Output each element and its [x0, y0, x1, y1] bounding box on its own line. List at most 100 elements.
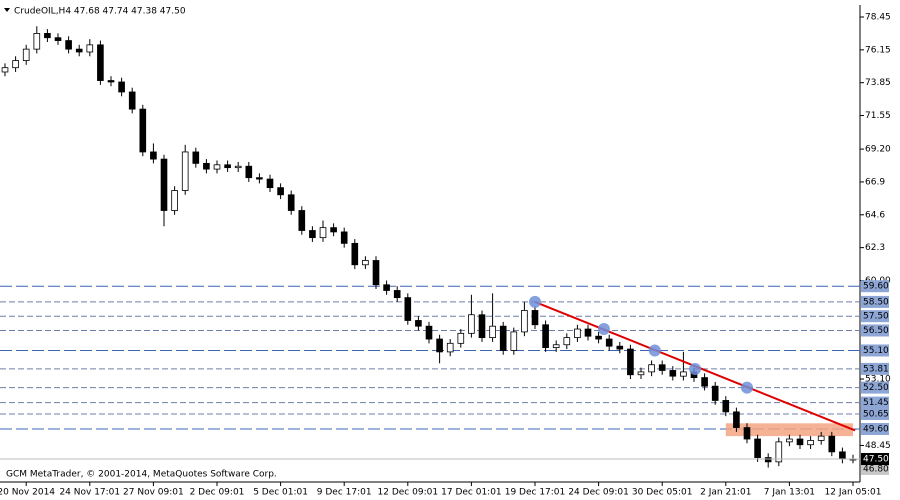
candle-body	[499, 325, 507, 351]
x-tick-label: 27 Nov 09:01	[123, 488, 184, 498]
touch-marker	[597, 323, 610, 336]
level-label-box	[861, 362, 889, 375]
candle-body	[658, 364, 666, 371]
candle-body	[383, 284, 390, 291]
x-tick-label: 12 Jan 05:01	[825, 488, 882, 498]
x-tick-label: 19 Dec 17:01	[505, 488, 566, 498]
candle-body	[595, 335, 602, 340]
candle-body	[340, 231, 348, 244]
candle-body	[192, 151, 200, 164]
level-label: 52.50	[863, 383, 889, 393]
y-tick-label: 62.3	[865, 243, 885, 253]
candle-body	[478, 314, 486, 339]
candle-body	[637, 371, 645, 376]
level-label: 55.10	[863, 346, 889, 356]
candle-body	[616, 345, 624, 350]
candle-body	[171, 190, 178, 211]
x-tick-label: 9 Dec 17:01	[317, 488, 372, 498]
x-tick-label: 2 Jan 21:01	[700, 488, 751, 498]
candle-body	[65, 40, 72, 50]
candle-body	[97, 44, 104, 81]
chart-title: CrudeOIL,H4 47.68 47.74 47.38 47.50	[14, 7, 186, 17]
y-tick-label: 71.55	[865, 111, 891, 121]
candle-body	[128, 91, 136, 110]
candle-body	[552, 344, 560, 349]
candle-body	[722, 400, 730, 413]
candle-body	[309, 230, 316, 239]
level-label-box	[861, 396, 889, 409]
level-label-box	[861, 463, 889, 476]
candle-body	[118, 81, 125, 93]
level-label: 53.81	[863, 364, 889, 374]
candle-body	[775, 441, 783, 463]
candle-body	[203, 162, 210, 170]
candle-body	[701, 377, 708, 387]
candle-body	[298, 210, 306, 231]
candle-body	[287, 194, 295, 211]
candle-body	[12, 60, 19, 69]
candle-body	[86, 44, 94, 53]
candle-body	[404, 297, 412, 321]
touch-marker	[741, 381, 753, 394]
candle-body	[277, 187, 284, 196]
candle-body	[75, 48, 83, 53]
candle-body	[648, 364, 655, 373]
copyright: GCM MetaTrader, © 2001-2014, MetaQuotes …	[6, 470, 277, 480]
level-label-box	[861, 310, 889, 323]
candle-body	[107, 80, 115, 83]
y-tick-label: 48.45	[865, 441, 891, 451]
current-price-label: 47.50	[863, 455, 889, 465]
x-tick-label: 5 Dec 01:01	[253, 488, 308, 498]
candle-body	[330, 227, 337, 233]
level-label: 57.50	[863, 312, 889, 322]
candle-body	[425, 325, 433, 340]
candle-body	[22, 48, 30, 61]
level-label-box	[861, 280, 889, 293]
candle-body	[817, 435, 825, 441]
candle-body	[139, 108, 147, 153]
level-label-box	[861, 324, 889, 337]
candle-body	[256, 177, 263, 180]
touch-marker	[529, 295, 541, 308]
level-label-box	[861, 344, 889, 357]
level-label: 59.60	[863, 282, 889, 292]
y-tick-label: 69.20	[865, 145, 891, 155]
candle-body	[584, 328, 592, 337]
level-label-box	[861, 423, 889, 436]
candle-body	[489, 325, 496, 339]
x-tick-label: 20 Nov 2014	[0, 488, 55, 498]
candle-body	[796, 438, 804, 446]
candle-body	[54, 37, 62, 41]
candle-body	[319, 227, 327, 239]
candle-body	[605, 338, 613, 347]
level-label-box	[861, 381, 889, 394]
candle-body	[33, 33, 41, 50]
y-tick-label: 76.15	[865, 45, 891, 55]
candle-body	[436, 338, 443, 353]
candle-body	[733, 411, 740, 428]
candle-body	[362, 260, 369, 266]
y-tick-label: 66.9	[865, 177, 885, 187]
candle-body	[839, 451, 846, 460]
level-label: 58.50	[863, 297, 889, 307]
candle-body	[574, 328, 581, 339]
candle-body	[807, 440, 814, 446]
menu-arrow[interactable]	[4, 8, 10, 12]
candle-body	[446, 342, 454, 353]
level-label: 46.80	[863, 465, 889, 475]
candle-body	[372, 260, 380, 286]
candle-body	[521, 310, 528, 333]
level-label: 49.60	[863, 425, 889, 435]
level-label: 50.65	[863, 410, 889, 420]
candle-body	[542, 324, 549, 349]
candle-body	[224, 164, 231, 169]
candle-body	[415, 320, 422, 327]
candle-body	[510, 331, 518, 351]
touch-marker	[648, 344, 661, 357]
current-price-box	[861, 453, 889, 466]
y-tick-label: 78.45	[865, 12, 891, 22]
candle-body	[351, 242, 359, 266]
candle-body	[457, 332, 465, 344]
candle-body	[627, 348, 634, 376]
candle-body	[754, 438, 761, 458]
